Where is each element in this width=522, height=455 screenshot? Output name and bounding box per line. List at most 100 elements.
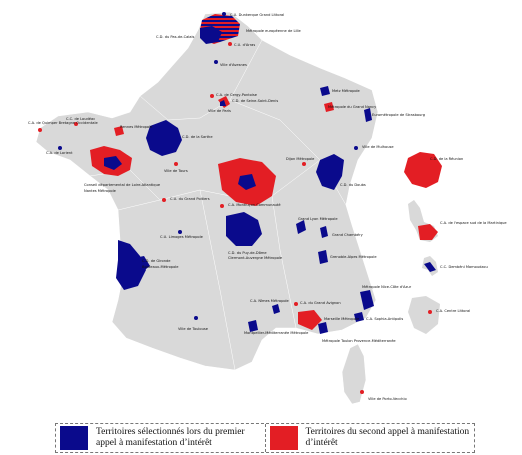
corsica (341, 343, 367, 405)
label-martinique: C.A. de l'espace sud de la Martinique (440, 221, 507, 225)
dot-quimper (38, 128, 42, 132)
label-nice: Métropole Nice-Côte d'Azur (362, 285, 412, 289)
dot-centre-littoral (428, 310, 432, 314)
guyane (408, 296, 440, 334)
puy-de-dome-center (238, 174, 256, 190)
label-lorient: C.A. de Lorient (46, 151, 73, 155)
label-montpellier: Montpellier-Méditerranée Métropole (244, 331, 309, 335)
montpellier-territory (248, 320, 258, 332)
label-loudeac: C.C. de Loudéac (66, 117, 95, 121)
label-loire-atlantique: Conseil départemental de Loire-Atlantiqu… (84, 183, 161, 187)
label-sarthe: C.D. de la Sarthe (182, 135, 213, 139)
label-sophia: C.A. Sophia-Antipolis (366, 317, 403, 321)
label-nantes: Nantes Métropole (84, 189, 117, 193)
label-mulhouse: Ville de Mulhouse (362, 145, 394, 149)
label-toulouse: Ville de Toulouse (178, 327, 209, 331)
label-grenoble: Grenoble-Alpes Métropole (330, 255, 377, 259)
label-avignon: C.A. du Grand Avignon (300, 301, 341, 305)
martinique-south (418, 224, 438, 240)
label-arras: C.U. d'Arras (234, 43, 255, 47)
dot-loudeac (74, 122, 78, 126)
dot-avignon (294, 302, 298, 306)
label-seine-st-denis: C.D. de Seine-Saint-Denis (232, 99, 278, 103)
legend-first-call: Territoires sélectionnés lors du premier… (56, 424, 265, 452)
territory-labels: C.U. Dunkerque Grand Littoral Métropole … (28, 13, 507, 401)
clermont-territory (226, 212, 262, 246)
label-metz: Metz Métropole (332, 89, 361, 93)
nice-territory (360, 290, 374, 310)
legend-swatch-first-call (60, 426, 88, 450)
doubs-territory (316, 154, 344, 190)
territories-map: C.U. Dunkerque Grand Littoral Métropole … (28, 11, 507, 405)
dot-porto-vecchio (360, 390, 364, 394)
label-bordeaux: Bordeaux-Métropole (142, 265, 179, 269)
label-tours: Ville de Tours (164, 169, 188, 173)
label-poitiers: C.U. du Grand Poitiers (170, 197, 210, 201)
strasbourg-territory (364, 108, 372, 122)
map-legend: Territoires sélectionnés lors du premier… (55, 423, 475, 453)
label-marseille: Marseille Métropole (324, 317, 360, 321)
dot-poitiers (162, 198, 166, 202)
marseille-territory (298, 310, 322, 330)
label-pas-de-calais: C.D. du Pas-de-Calais (156, 35, 194, 39)
bordeaux-territory (134, 256, 150, 272)
pas-de-calais-territory (200, 26, 222, 44)
toulon-territory (318, 322, 328, 334)
label-puy-de-dome: C.D. du Puy-de-Dôme (228, 251, 267, 255)
label-rennes: Rennes Métropole (120, 125, 153, 129)
label-chambery: Grand Chambéry (332, 233, 364, 237)
dot-dunkerque (222, 12, 226, 16)
dot-toulouse (194, 316, 198, 320)
dot-tours (174, 162, 178, 166)
legend-label-first-call: Territoires sélectionnés lors du premier… (96, 427, 245, 448)
nantes-territory (104, 156, 122, 170)
legend-label-second-call: Territoires du second appel à manifestat… (305, 427, 470, 448)
label-centre-littoral: C.A. Centre Littoral (436, 309, 470, 313)
gironde-territory (116, 240, 146, 290)
grenoble-territory (318, 250, 328, 264)
dot-montlucon (220, 204, 224, 208)
label-dembeni: C.C. Dembéni Mamoudzou (440, 265, 488, 269)
sophia-territory (354, 312, 364, 322)
lyon-territory (296, 220, 306, 234)
label-avesnes: Ville d'Avesnes (220, 63, 247, 67)
dot-cergy (210, 94, 214, 98)
paris-territory (220, 100, 226, 106)
label-nimes: C.A. Nîmes Métropole (250, 299, 290, 303)
legend-second-call: Territoires du second appel à manifestat… (264, 424, 475, 452)
sarthe-territory (146, 120, 182, 156)
france-mainland (35, 11, 379, 371)
rennes-territory (114, 126, 124, 136)
territory-dots (38, 12, 432, 394)
dot-mulhouse (354, 146, 358, 150)
label-nancy: Métropole du Grand Nancy (328, 105, 377, 109)
label-toulon: Métropole Toulon Provence-Méditerranée (322, 339, 396, 343)
label-gironde: C.D. de Gironde (142, 259, 171, 263)
metz-territory (320, 86, 330, 96)
reunion-island (404, 152, 442, 188)
label-montlucon: C.A. Montluçon Communauté (228, 203, 281, 207)
label-dijon: Dijon Métropole (286, 157, 315, 161)
chambery-territory (320, 226, 328, 238)
dot-arras (228, 42, 232, 46)
dot-avesnes (214, 60, 218, 64)
label-lille: Métropole européenne de Lille (246, 29, 301, 33)
nimes-territory (272, 304, 280, 314)
label-porto-vecchio: Ville de Porto-Vecchio (368, 397, 407, 401)
label-limoges: C.U. Limoges Métropole (160, 235, 204, 239)
legend-swatch-second-call (269, 426, 298, 450)
dot-dijon (302, 162, 306, 166)
label-dunkerque: C.U. Dunkerque Grand Littoral (230, 13, 284, 17)
label-strasbourg: Eurométropole de Strasbourg (372, 113, 425, 117)
dot-lorient (58, 146, 62, 150)
mayotte-dembeni (424, 262, 436, 272)
label-doubs: C.D. du Doubs (340, 183, 366, 187)
nancy-territory (324, 102, 334, 112)
label-reunion: C.D. de la Réunion (430, 157, 463, 161)
label-quimper: C.A. de Quimper Bretagne Occidentale (28, 121, 98, 125)
label-clermont: Clermont-Auvergne Métropole (228, 256, 283, 260)
label-lyon: Grand Lyon Métropole (298, 217, 338, 221)
label-paris: Ville de Paris (208, 109, 231, 113)
dot-limoges (178, 230, 182, 234)
label-cergy: C.A. de Cergy-Pontoise (216, 93, 258, 97)
